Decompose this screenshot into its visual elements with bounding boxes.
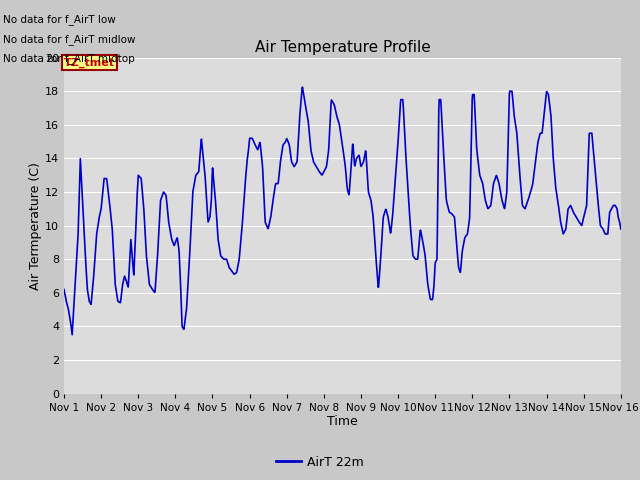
- Text: TZ_tmet: TZ_tmet: [64, 58, 115, 68]
- Text: No data for f_AirT midlow: No data for f_AirT midlow: [3, 34, 136, 45]
- Title: Air Temperature Profile: Air Temperature Profile: [255, 40, 430, 55]
- Legend: AirT 22m: AirT 22m: [271, 451, 369, 474]
- X-axis label: Time: Time: [327, 415, 358, 429]
- Text: No data for f_AirT low: No data for f_AirT low: [3, 14, 116, 25]
- Text: No data for f_AirT midtop: No data for f_AirT midtop: [3, 53, 135, 64]
- Y-axis label: Air Termperature (C): Air Termperature (C): [29, 162, 42, 289]
